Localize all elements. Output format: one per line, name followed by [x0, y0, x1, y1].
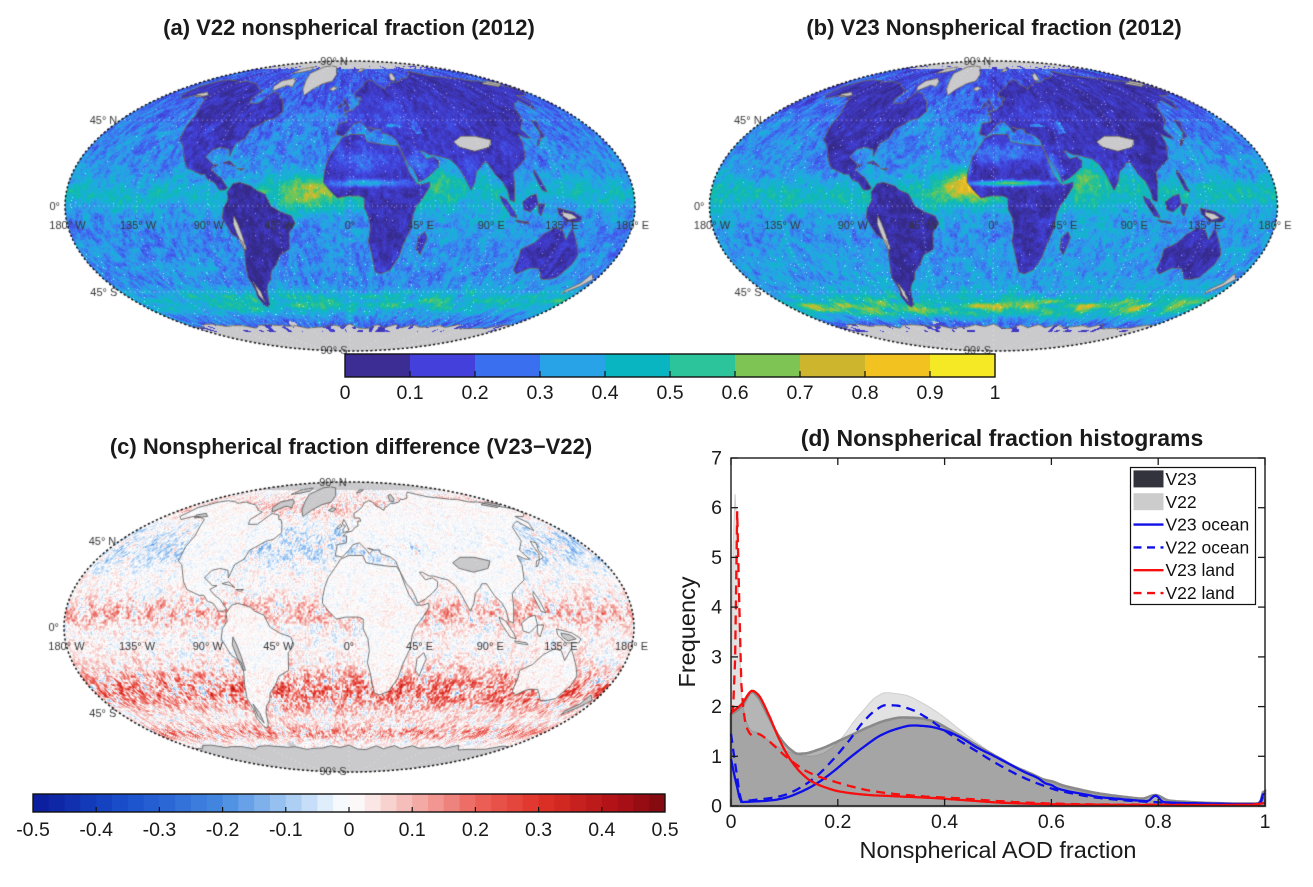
svg-text:0.1: 0.1	[396, 382, 423, 404]
svg-text:5: 5	[711, 547, 722, 569]
svg-text:0: 0	[340, 382, 351, 404]
svg-text:-0.4: -0.4	[79, 819, 113, 841]
svg-text:3: 3	[711, 646, 722, 668]
svg-text:0.8: 0.8	[851, 382, 878, 404]
svg-text:0: 0	[711, 796, 722, 818]
svg-text:0.6: 0.6	[721, 382, 748, 404]
svg-text:0.6: 0.6	[1038, 811, 1065, 833]
svg-text:0.4: 0.4	[588, 819, 615, 841]
svg-text:-0.2: -0.2	[206, 819, 240, 841]
svg-text:-0.1: -0.1	[269, 819, 303, 841]
svg-text:-0.5: -0.5	[16, 819, 50, 841]
svg-text:V23 ocean: V23 ocean	[1166, 515, 1250, 535]
svg-text:0.2: 0.2	[824, 811, 851, 833]
svg-text:0.2: 0.2	[461, 382, 488, 404]
svg-text:0.5: 0.5	[656, 382, 683, 404]
svg-text:0: 0	[726, 811, 737, 833]
svg-text:V23: V23	[1166, 469, 1197, 489]
svg-text:0.4: 0.4	[931, 811, 958, 833]
svg-text:V22 land: V22 land	[1166, 583, 1235, 603]
svg-text:0.2: 0.2	[462, 819, 489, 841]
svg-text:0.5: 0.5	[651, 819, 678, 841]
svg-text:0.1: 0.1	[399, 819, 426, 841]
svg-text:V22: V22	[1166, 492, 1197, 512]
svg-text:0.3: 0.3	[525, 819, 552, 841]
svg-text:6: 6	[711, 497, 722, 519]
svg-text:0.7: 0.7	[786, 382, 813, 404]
svg-text:V23 land: V23 land	[1166, 560, 1235, 580]
svg-text:Frequency: Frequency	[674, 576, 700, 687]
svg-text:4: 4	[711, 597, 722, 619]
svg-text:Nonspherical AOD fraction: Nonspherical AOD fraction	[860, 837, 1137, 863]
svg-text:7: 7	[711, 448, 722, 470]
svg-text:1: 1	[711, 746, 722, 768]
svg-text:2: 2	[711, 696, 722, 718]
svg-text:0.9: 0.9	[916, 382, 943, 404]
svg-text:0: 0	[344, 819, 355, 841]
svg-text:0.3: 0.3	[526, 382, 553, 404]
svg-text:0.8: 0.8	[1145, 811, 1172, 833]
svg-text:-0.3: -0.3	[143, 819, 177, 841]
svg-text:V22 ocean: V22 ocean	[1166, 537, 1250, 557]
svg-text:1: 1	[1260, 811, 1271, 833]
svg-text:0.4: 0.4	[591, 382, 618, 404]
svg-text:1: 1	[990, 382, 1001, 404]
